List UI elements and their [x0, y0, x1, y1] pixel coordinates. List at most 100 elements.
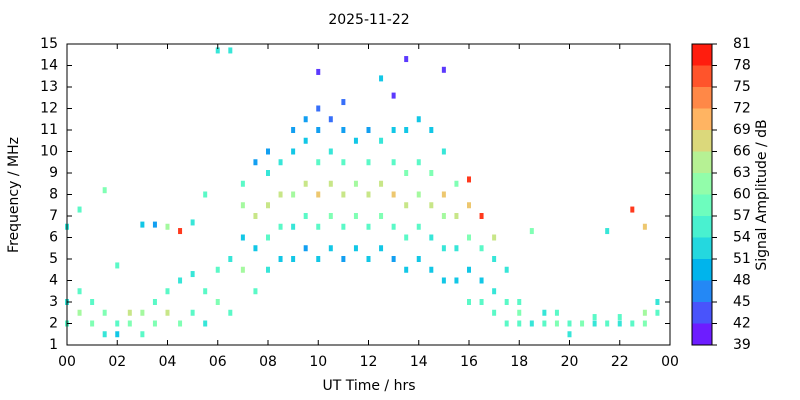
data-cell — [642, 223, 647, 230]
data-cell — [178, 277, 183, 284]
data-cell — [441, 191, 446, 198]
data-cell — [554, 320, 559, 327]
data-cell — [467, 299, 471, 305]
data-cell — [316, 159, 321, 166]
data-cell — [178, 320, 183, 327]
data-cell — [441, 148, 446, 155]
y-tick-label: 3 — [49, 294, 58, 310]
data-cell — [127, 309, 132, 316]
x-tick-label: 16 — [460, 354, 478, 370]
data-cell — [328, 148, 333, 155]
colorbar-tick-label: 75 — [733, 79, 751, 95]
y-tick-label: 15 — [40, 36, 58, 52]
data-cell — [102, 309, 107, 316]
data-cell — [240, 180, 245, 187]
data-cell — [416, 191, 421, 198]
data-cell — [203, 288, 208, 295]
data-cell — [102, 187, 107, 194]
data-cell — [341, 159, 346, 166]
data-cell — [178, 228, 183, 235]
data-cell — [467, 234, 471, 241]
data-cell — [542, 320, 547, 327]
data-cell — [102, 331, 107, 338]
data-cell — [379, 213, 384, 219]
data-cell — [479, 245, 484, 252]
data-cell — [517, 299, 522, 305]
data-cell — [165, 288, 170, 295]
colorbar-band — [692, 65, 712, 87]
data-cell — [328, 245, 333, 252]
data-cell — [404, 266, 409, 273]
data-cell — [642, 309, 647, 316]
data-cell — [391, 159, 396, 166]
colorbar-band — [692, 216, 712, 238]
data-cell — [605, 320, 610, 327]
colorbar-band — [692, 44, 712, 66]
data-cell — [303, 116, 308, 123]
data-cell — [642, 320, 647, 327]
data-cell — [479, 299, 484, 305]
data-cell — [504, 266, 509, 273]
colorbar-label: Signal Amplitude / dB — [754, 119, 770, 270]
y-tick-label: 6 — [49, 230, 58, 246]
y-tick-label: 9 — [49, 165, 58, 181]
data-cell — [404, 202, 409, 209]
data-cell — [467, 266, 471, 273]
colorbar-tick-label: 72 — [733, 101, 751, 117]
data-cell — [429, 234, 434, 241]
y-tick-label: 13 — [40, 79, 58, 95]
data-cell — [441, 277, 446, 284]
data-cell — [152, 299, 157, 305]
data-cell — [391, 127, 396, 133]
data-cell — [253, 288, 258, 295]
data-cell — [379, 137, 384, 144]
data-cell — [316, 256, 321, 262]
data-cell — [115, 262, 120, 269]
data-cell — [203, 191, 208, 198]
data-cell — [630, 320, 635, 327]
data-cell — [266, 148, 270, 155]
colorbar-tick-label: 45 — [733, 294, 751, 310]
data-cell — [454, 213, 459, 219]
data-cell — [429, 127, 434, 133]
colorbar-tick-label: 69 — [733, 122, 751, 138]
data-cell — [542, 309, 547, 316]
data-cell — [592, 320, 597, 327]
colorbar-tick-label: 81 — [733, 36, 751, 52]
data-cell — [190, 271, 195, 278]
x-tick-label: 00 — [661, 354, 679, 370]
x-tick-label: 10 — [309, 354, 327, 370]
y-tick-label: 4 — [49, 273, 58, 289]
data-cell — [467, 202, 471, 209]
data-cell — [366, 159, 371, 166]
data-cell — [303, 137, 308, 144]
colorbar-band — [692, 87, 712, 109]
data-cell — [467, 176, 471, 183]
y-tick-label: 14 — [40, 58, 58, 74]
data-cell — [529, 320, 534, 327]
data-cell — [228, 309, 233, 316]
data-cell — [341, 256, 346, 262]
data-cell — [140, 221, 145, 228]
data-cell — [266, 266, 270, 273]
data-cell — [316, 105, 321, 112]
colorbar-band — [692, 323, 712, 345]
data-cell — [190, 309, 195, 316]
data-cell — [303, 245, 308, 252]
colorbar-tick-label: 63 — [733, 165, 751, 181]
data-cell — [278, 256, 283, 262]
data-cell — [416, 256, 421, 262]
data-cell — [492, 256, 497, 262]
data-cell — [379, 75, 384, 82]
colorbar-band — [692, 237, 712, 259]
colorbar-tick-label: 42 — [733, 316, 751, 332]
data-cell — [454, 180, 459, 187]
data-cell — [240, 202, 245, 209]
chart-title: 2025-11-22 — [328, 12, 409, 28]
colorbar-tick-label: 39 — [733, 337, 751, 353]
data-cell — [316, 191, 321, 198]
data-cell — [328, 180, 333, 187]
data-cell — [517, 309, 522, 316]
data-cell — [77, 309, 82, 316]
y-axis-label: Frequency / MHz — [6, 137, 22, 253]
